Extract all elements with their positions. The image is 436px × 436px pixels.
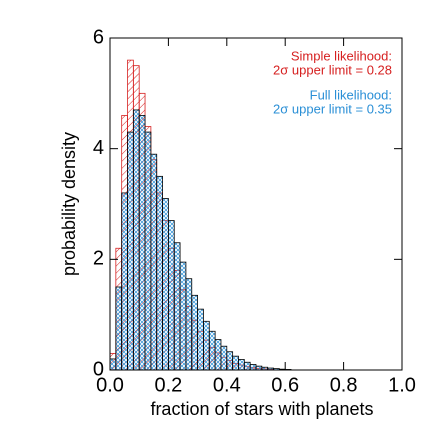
histogram-bar xyxy=(191,294,198,371)
histogram-bar xyxy=(214,339,222,371)
histogram-bar xyxy=(243,361,251,371)
histogram-bar xyxy=(167,220,175,371)
x-tick-label: 0.8 xyxy=(330,374,358,396)
histogram-bar xyxy=(109,358,117,371)
histogram-bar xyxy=(197,308,204,371)
x-axis-label: fraction of stars with planets xyxy=(150,399,373,419)
histogram-bar xyxy=(255,365,263,371)
histogram-bar xyxy=(127,131,134,371)
y-tick-label: 6 xyxy=(93,26,104,48)
histogram-bar xyxy=(208,330,216,371)
histogram-bar xyxy=(150,153,158,371)
histogram-bar xyxy=(132,109,140,371)
histogram-bar xyxy=(226,351,234,371)
histogram-bar xyxy=(220,345,228,371)
histogram-bar xyxy=(249,364,257,371)
histogram-bar xyxy=(179,261,187,371)
y-tick-label: 2 xyxy=(93,248,104,270)
legend-label: Full likelihood: xyxy=(310,87,392,102)
plot-frame xyxy=(109,37,403,371)
y-tick-label: 4 xyxy=(93,137,104,159)
histogram-bar xyxy=(156,175,163,371)
x-tick-label: 0.0 xyxy=(96,374,124,396)
y-axis-label: probability density xyxy=(59,132,79,276)
x-tick-label: 0.4 xyxy=(213,374,241,396)
y-tick-label: 0 xyxy=(93,358,104,380)
histogram-bar xyxy=(173,242,181,371)
annotation: 2σ upper limit = 0.28 xyxy=(273,62,392,77)
x-tick-label: 0.6 xyxy=(271,374,299,396)
histogram-bar xyxy=(232,355,239,371)
annotation: 2σ upper limit = 0.35 xyxy=(273,101,392,116)
histogram-bar xyxy=(138,115,146,371)
histogram-bar xyxy=(238,359,245,371)
histogram-bar xyxy=(115,286,123,371)
x-tick-label: 1.0 xyxy=(388,374,416,396)
histogram-bar xyxy=(162,198,169,371)
histogram-bar xyxy=(121,192,128,371)
legend-label: Simple likelihood: xyxy=(291,48,392,63)
histogram-bar xyxy=(185,278,193,371)
x-tick-label: 0.2 xyxy=(154,374,182,396)
histogram-bar xyxy=(203,320,210,371)
histogram-bar xyxy=(144,131,152,371)
